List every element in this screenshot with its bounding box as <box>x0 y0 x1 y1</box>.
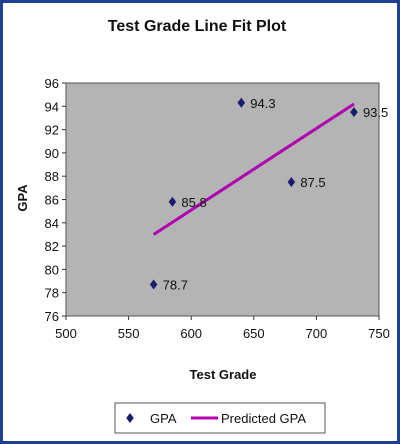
gpa-point <box>350 107 358 118</box>
gpa-data-label: 94.3 <box>250 96 275 111</box>
y-tick-label: 76 <box>45 309 59 324</box>
x-tick-label: 650 <box>243 326 265 341</box>
gpa-data-label: 78.7 <box>163 278 188 293</box>
legend-gpa-label: GPA <box>150 411 177 426</box>
y-tick-label: 90 <box>45 146 59 161</box>
y-tick-label: 80 <box>45 262 59 277</box>
y-tick-label: 86 <box>45 193 59 208</box>
x-tick-label: 700 <box>306 326 328 341</box>
legend-gpa-marker <box>126 413 134 423</box>
legend-box <box>114 402 326 434</box>
gpa-point <box>168 196 177 207</box>
gpa-point <box>237 97 246 108</box>
y-tick-label: 82 <box>45 239 59 254</box>
legend-predicted-label: Predicted GPA <box>221 411 306 426</box>
gpa-data-label: 87.5 <box>300 175 325 190</box>
gpa-point <box>287 177 296 188</box>
x-tick-label: 500 <box>55 326 77 341</box>
y-tick-label: 78 <box>45 286 59 301</box>
y-tick-label: 92 <box>45 123 59 138</box>
y-tick-label: 84 <box>45 216 59 231</box>
y-tick-label: 94 <box>45 99 59 114</box>
y-tick-label: 96 <box>45 76 59 91</box>
predicted-gpa-line <box>152 102 355 236</box>
gpa-data-label: 85.8 <box>181 195 206 210</box>
chart-title: Test Grade Line Fit Plot <box>107 18 287 35</box>
x-tick-label: 600 <box>180 326 202 341</box>
x-tick-label: 750 <box>368 326 390 341</box>
y-tick-label: 88 <box>45 169 59 184</box>
gpa-data-label: 93.5 <box>363 105 388 120</box>
x-axis-label: Test Grade <box>190 367 257 382</box>
gpa-point <box>149 279 158 290</box>
y-axis-label: GPA <box>15 184 30 212</box>
x-tick-label: 550 <box>118 326 140 341</box>
